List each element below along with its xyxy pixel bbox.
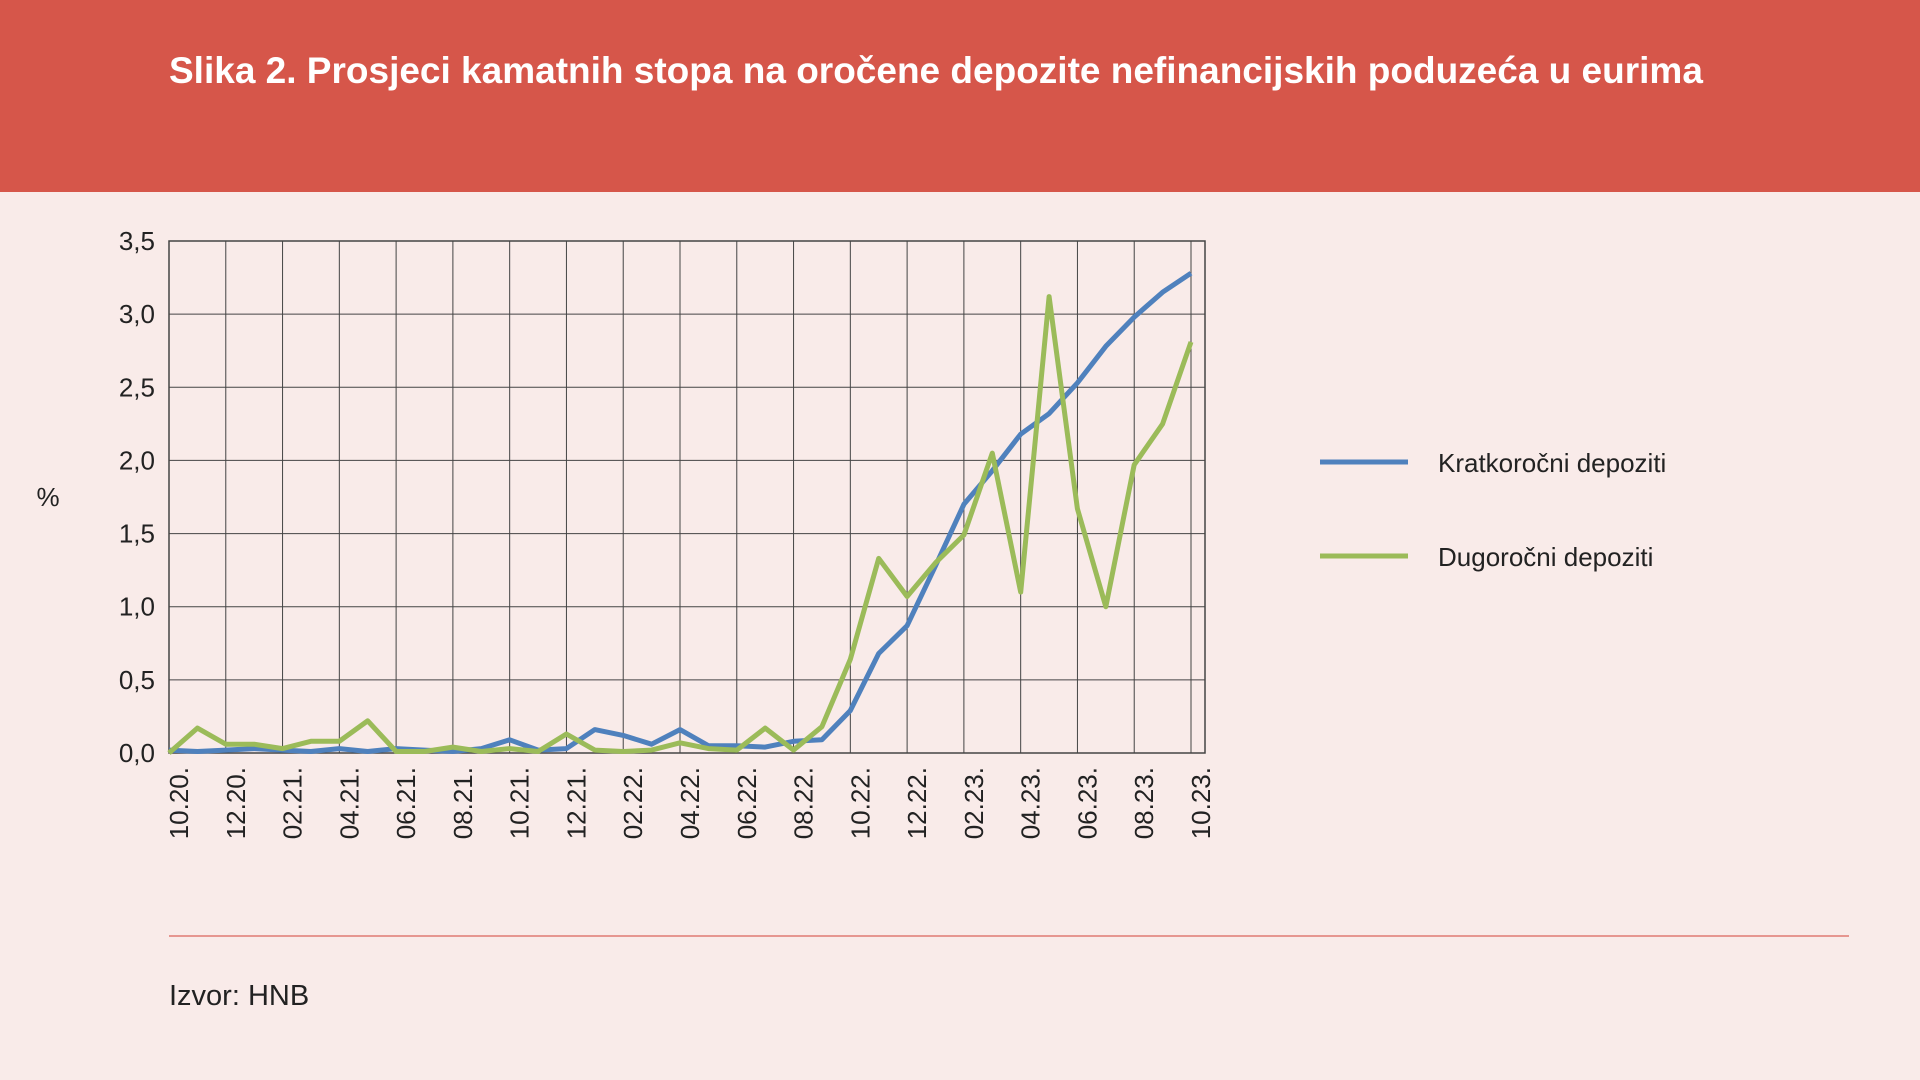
- y-tick-label: 2,0: [119, 445, 155, 475]
- header: [0, 0, 1920, 192]
- line-series: [167, 294, 1194, 755]
- x-tick-label: 12.22.: [902, 767, 932, 839]
- x-tick-label: 10.21.: [505, 767, 535, 839]
- legend-label: Kratkoročni depoziti: [1438, 448, 1666, 478]
- chart: 0,0 0,5 1,0 1,5 2,0 2,5 3,0 3,5 10.20. 12.20. 02.2…: [36, 226, 1849, 937]
- x-tick-label: 12.21.: [561, 767, 591, 839]
- y-tick-label: 1,0: [119, 592, 155, 622]
- legend-label: Dugoročni depoziti: [1438, 542, 1653, 572]
- line-series: [168, 271, 1193, 754]
- x-tick-label: 12.20.: [221, 767, 251, 839]
- y-axis-label: %: [36, 482, 59, 512]
- x-tick-label: 02.21.: [278, 767, 308, 839]
- x-tick-label: 10.22.: [845, 767, 875, 839]
- x-tick-label: 08.23.: [1129, 767, 1159, 839]
- x-tick-label: 04.21.: [334, 767, 364, 839]
- x-tick-label: 06.23.: [1072, 767, 1102, 839]
- x-tick-label: 08.22.: [789, 767, 819, 839]
- x-tick-label: 02.23.: [959, 767, 989, 839]
- y-tick-label: 0,0: [119, 738, 155, 768]
- x-tick-label: 10.23.: [1186, 767, 1216, 839]
- y-tick-label: 0,5: [119, 665, 155, 695]
- y-tick-label: 3,0: [119, 299, 155, 329]
- source: Izvor: HNB: [169, 980, 310, 1012]
- y-tick-label: 3,5: [119, 226, 155, 256]
- x-tick-label: 10.20.: [164, 767, 194, 839]
- y-tick-label: 2,5: [119, 372, 155, 402]
- x-tick-label: 04.23.: [1016, 767, 1046, 839]
- x-tick-label: 04.22.: [675, 767, 705, 839]
- y-tick-label: 1,5: [119, 519, 155, 549]
- x-tick-label: 06.22.: [732, 767, 762, 839]
- chart-title: Slika 2. Prosjeci kamatnih stopa na oroč…: [169, 50, 1703, 91]
- x-tick-label: 06.21.: [391, 767, 421, 839]
- x-tick-label: 08.21.: [448, 767, 478, 839]
- x-tick-label: 02.22.: [618, 767, 648, 839]
